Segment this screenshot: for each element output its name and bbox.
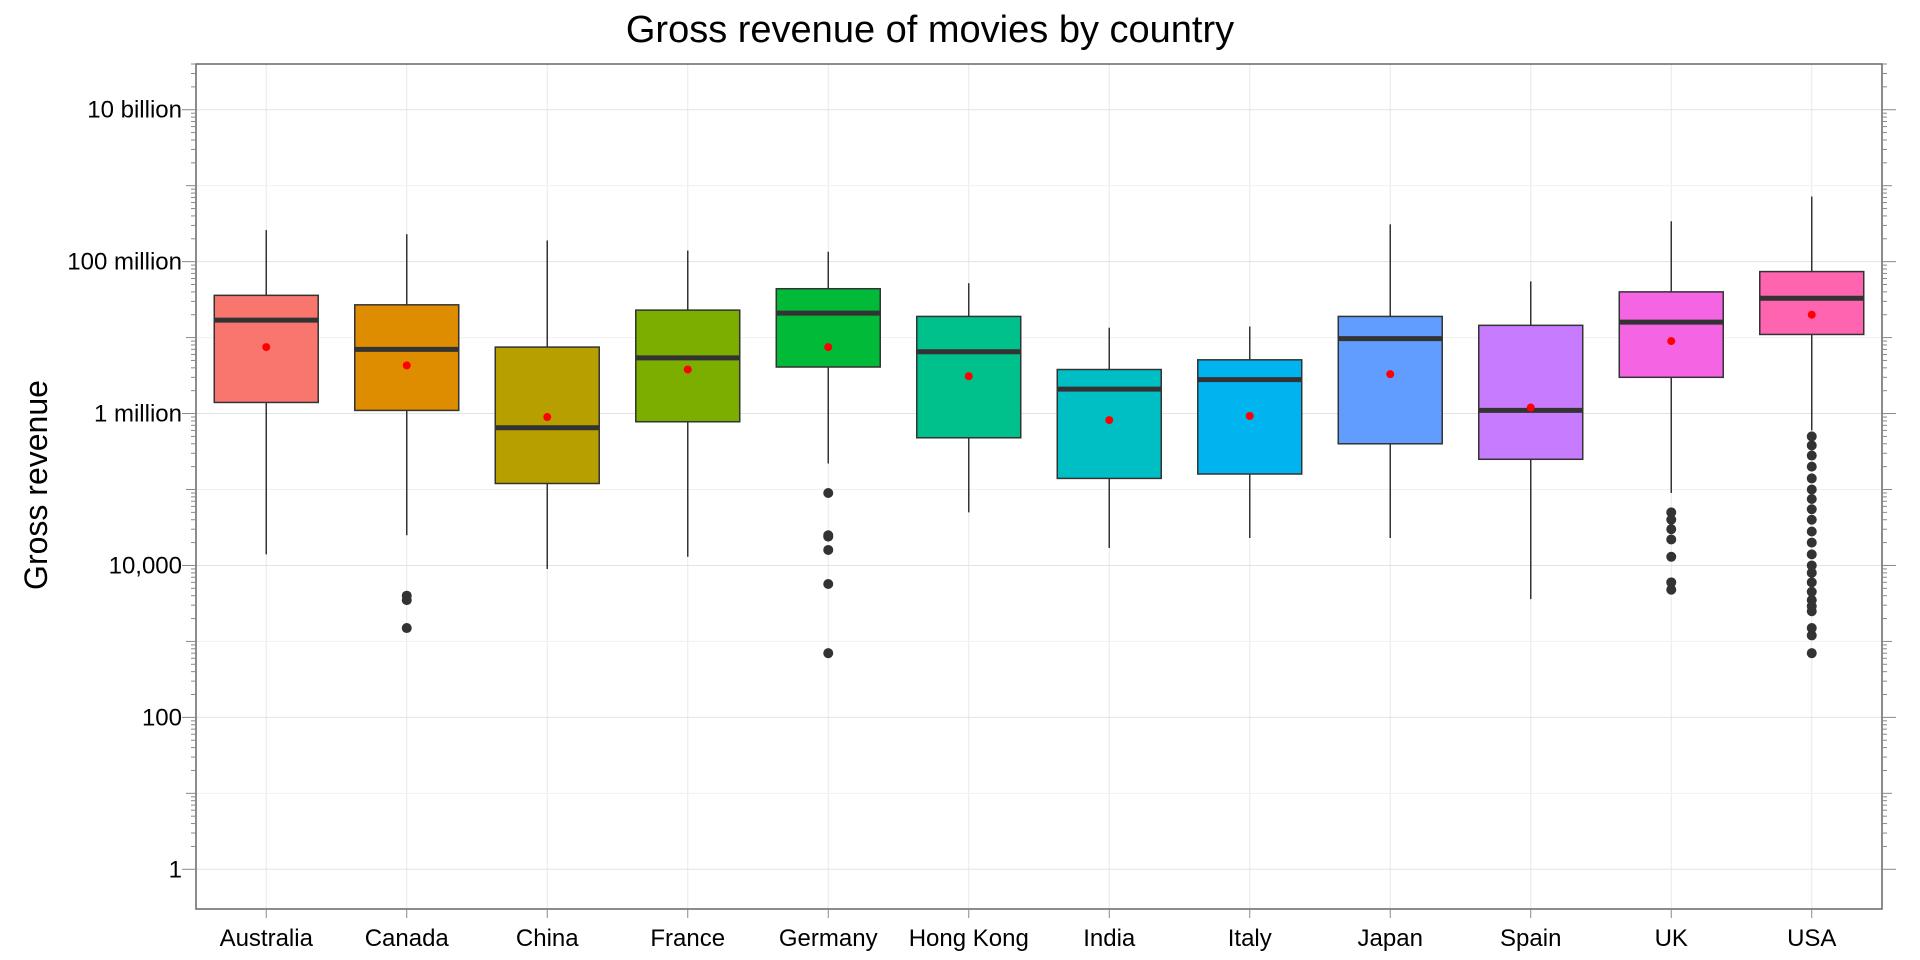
outlier-point [1806, 648, 1817, 659]
x-tick-label: Australia [220, 925, 314, 952]
outlier-point [1806, 623, 1817, 634]
x-tick-label: UK [1655, 925, 1688, 952]
y-tick-label: 1 million [94, 401, 182, 428]
mean-point [1526, 403, 1535, 412]
x-tick-label: Spain [1500, 925, 1561, 952]
box-iqr [1337, 315, 1443, 445]
box-iqr [775, 287, 881, 368]
x-tick-label: Italy [1228, 925, 1272, 952]
mean-point [1105, 416, 1114, 425]
box-spain [1478, 281, 1584, 600]
box-canada [354, 234, 460, 634]
box-china [494, 240, 600, 569]
x-tick-label: Japan [1358, 925, 1423, 952]
outlier-point [1806, 537, 1817, 548]
outlier-point [1806, 595, 1817, 606]
x-tick-label: USA [1787, 925, 1836, 952]
y-tick-label: 10 billion [87, 97, 182, 124]
y-axis-label: Gross revenue [18, 380, 54, 590]
box-france [635, 250, 741, 557]
outlier-point [1806, 431, 1817, 442]
x-tick-label: China [516, 925, 579, 952]
mean-point [402, 361, 411, 370]
outlier-point [1806, 473, 1817, 484]
box-germany [775, 251, 881, 659]
outlier-point [1806, 493, 1817, 504]
mean-point [1667, 337, 1676, 346]
outlier-point [1806, 461, 1817, 472]
outlier-point [401, 590, 412, 601]
outlier-point [1806, 440, 1817, 451]
mean-point [1807, 310, 1816, 319]
box-japan [1337, 224, 1443, 538]
chart-title: Gross revenue of movies by country [626, 9, 1234, 51]
outlier-point [1806, 450, 1817, 461]
y-tick-label: 10,000 [109, 552, 182, 579]
box-uk [1618, 221, 1724, 595]
box-iqr [1759, 270, 1865, 336]
outlier-point [1666, 534, 1677, 545]
outlier-point [1806, 504, 1817, 515]
grid-lines [196, 64, 1882, 909]
outlier-point [823, 530, 834, 541]
mean-point [824, 343, 833, 352]
outlier-point [823, 487, 834, 498]
box-india [1056, 327, 1162, 548]
y-tick-label: 100 [142, 704, 182, 731]
outlier-point [1666, 514, 1677, 525]
outlier-point [401, 623, 412, 634]
x-tick-label: Hong Kong [909, 925, 1029, 952]
outlier-point [1666, 584, 1677, 595]
outlier-point [823, 579, 834, 590]
outlier-point [1666, 551, 1677, 562]
box-iqr [1618, 291, 1724, 379]
y-tick-label: 1 [169, 856, 182, 883]
mean-point [1245, 411, 1254, 420]
box-italy [1197, 326, 1303, 538]
box-iqr [354, 304, 460, 412]
outlier-point [1806, 567, 1817, 578]
box-usa [1759, 196, 1865, 659]
mean-point [964, 372, 973, 381]
outlier-point [1806, 526, 1817, 537]
box-australia [213, 230, 319, 555]
outlier-point [1806, 630, 1817, 641]
outlier-point [1806, 577, 1817, 588]
y-tick-label: 100 million [67, 249, 182, 276]
plot-frame [195, 63, 1883, 910]
outlier-point [823, 648, 834, 659]
box-hong-kong [916, 283, 1022, 513]
outlier-point [1666, 577, 1677, 588]
x-tick-label: Canada [365, 925, 450, 952]
outlier-point [1806, 549, 1817, 560]
mean-point [683, 365, 692, 374]
x-tick-label: India [1083, 925, 1136, 952]
x-tick-label: Germany [779, 925, 878, 952]
outlier-point [1666, 507, 1677, 518]
x-tick-label: France [650, 925, 725, 952]
mean-point [1386, 370, 1395, 379]
outlier-point [823, 544, 834, 555]
outlier-point [1806, 560, 1817, 571]
box-iqr [1478, 324, 1584, 461]
mean-point [262, 343, 271, 352]
outlier-point [1806, 484, 1817, 495]
outlier-point [1806, 514, 1817, 525]
outlier-point [1806, 586, 1817, 597]
boxes-group [213, 196, 1865, 659]
outlier-point [1666, 524, 1677, 535]
mean-point [543, 413, 552, 422]
axes-group: 1 100 10,000 1 million 100 million 10 billion… [67, 63, 1896, 952]
